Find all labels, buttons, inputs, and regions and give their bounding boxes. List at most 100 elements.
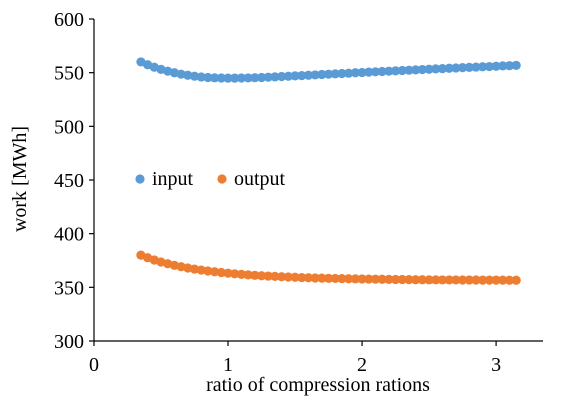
data-point-output <box>303 273 314 283</box>
data-point-output <box>370 274 381 284</box>
data-point-output <box>498 275 508 285</box>
data-point-output <box>350 274 360 284</box>
data-point-output <box>203 266 213 276</box>
data-point-output <box>330 273 340 284</box>
data-point-output <box>243 270 253 280</box>
data-point-input <box>283 71 293 81</box>
data-point-input <box>216 73 226 83</box>
legend-marker-input <box>135 174 145 184</box>
data-point-input <box>303 70 314 80</box>
data-point-input <box>290 71 300 81</box>
y-tick-label: 500 <box>54 116 84 138</box>
data-point-input <box>277 71 287 82</box>
data-point-output <box>424 275 434 285</box>
data-point-input <box>337 68 347 79</box>
data-point-output <box>478 275 488 285</box>
y-tick-label: 600 <box>54 9 84 31</box>
data-point-input <box>431 64 441 74</box>
data-point-output <box>437 275 448 285</box>
data-point-input <box>310 70 320 80</box>
data-point-output <box>411 275 421 285</box>
data-point-input <box>189 71 200 81</box>
data-point-input <box>498 61 508 71</box>
data-point-input <box>223 73 233 83</box>
data-point-output <box>297 272 307 283</box>
data-point-output <box>511 275 521 285</box>
data-point-input <box>297 70 307 81</box>
data-point-input <box>210 73 220 83</box>
data-point-input <box>256 72 267 83</box>
data-point-output <box>210 267 220 277</box>
data-point-input <box>424 64 434 74</box>
data-point-output <box>384 274 394 284</box>
data-point-input <box>457 63 468 73</box>
data-point-input <box>444 63 454 73</box>
data-point-input <box>397 65 407 76</box>
data-point-input <box>384 66 394 76</box>
series-input <box>136 57 521 83</box>
legend: input output <box>135 168 286 190</box>
legend-label-output: output <box>234 168 286 190</box>
data-point-input <box>230 73 240 83</box>
y-tick-label: 450 <box>54 170 84 192</box>
data-point-output <box>484 275 494 285</box>
data-point-output <box>444 275 454 285</box>
data-point-output <box>337 274 347 284</box>
data-point-output <box>397 274 407 285</box>
x-tick-label: 1 <box>223 354 233 376</box>
data-point-output <box>491 275 501 285</box>
data-point-input <box>270 72 280 82</box>
data-point-input <box>203 72 213 83</box>
data-point-input <box>464 62 474 73</box>
data-point-input <box>196 72 206 82</box>
data-point-input <box>390 66 401 76</box>
y-axis-title: work [MWh] <box>9 126 31 232</box>
y-tick-label: 300 <box>54 331 84 353</box>
x-axis-title: ratio of compression rations <box>206 374 430 396</box>
data-point-output <box>270 271 280 281</box>
data-point-input <box>511 60 521 70</box>
data-point-input <box>344 68 354 78</box>
data-point-input <box>317 69 327 80</box>
data-point-output <box>216 267 226 278</box>
data-point-input <box>357 67 367 78</box>
x-tick-label: 2 <box>357 354 367 376</box>
legend-item-output: output <box>217 168 286 190</box>
x-tick-label: 0 <box>89 354 99 376</box>
data-point-output <box>377 274 387 284</box>
data-point-output <box>263 271 273 281</box>
data-point-input <box>370 67 381 77</box>
axes <box>89 18 543 346</box>
data-point-output <box>431 275 441 285</box>
data-point-output <box>250 270 260 280</box>
data-point-output <box>471 275 481 285</box>
data-point-input <box>330 69 340 79</box>
legend-item-input: input <box>135 168 194 190</box>
data-point-input <box>437 63 448 74</box>
data-point-output <box>390 274 401 285</box>
data-point-output <box>364 274 374 284</box>
data-point-input <box>250 73 260 83</box>
data-point-output <box>290 272 300 282</box>
data-point-input <box>484 61 494 72</box>
data-point-output <box>256 271 267 281</box>
data-point-output <box>236 269 247 279</box>
data-point-output <box>323 273 334 283</box>
data-point-output <box>317 273 327 283</box>
data-point-input <box>491 61 501 71</box>
y-tick-label: 400 <box>54 224 84 246</box>
data-point-input <box>404 65 414 75</box>
data-points <box>136 57 521 285</box>
data-point-output <box>344 274 354 284</box>
data-point-output <box>310 273 320 283</box>
data-point-output <box>417 275 427 285</box>
legend-marker-output <box>217 174 227 184</box>
tick-labels: 300 350 400 450 500 550 600 0 1 2 3 <box>54 9 501 376</box>
data-point-input <box>243 73 253 83</box>
data-point-output <box>457 275 468 285</box>
data-point-input <box>350 68 360 78</box>
data-point-input <box>471 62 481 72</box>
data-point-input <box>263 72 273 82</box>
